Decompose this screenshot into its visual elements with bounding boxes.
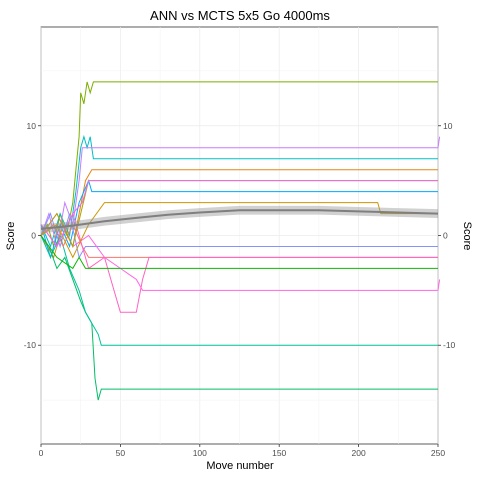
- series-line: [40, 223, 438, 258]
- series-line: [40, 81, 438, 247]
- x-tick-label: 100: [193, 448, 207, 458]
- x-tick-label: 200: [352, 448, 366, 458]
- series-line: [40, 212, 438, 259]
- series-line: [40, 134, 438, 248]
- y-tick-label: 10: [27, 121, 37, 131]
- y-axis-label: Score: [5, 222, 17, 251]
- series-layer: [40, 81, 441, 401]
- series-line: [40, 235, 438, 401]
- x-tick-label: 150: [272, 448, 286, 458]
- y-tick-label: 0: [31, 231, 36, 241]
- smooth-ribbon: [41, 205, 438, 234]
- y-tick-label-right: 0: [443, 231, 448, 241]
- series-line: [40, 234, 438, 346]
- x-tick-label: 250: [431, 448, 445, 458]
- axis-ticks: 0 50 100 150 200 250 -10 -10 0 0 10 10: [24, 121, 456, 458]
- x-tick-label: 0: [39, 448, 44, 458]
- chart-title: ANN vs MCTS 5x5 Go 4000ms: [150, 8, 330, 23]
- series-line: [40, 169, 438, 259]
- x-axis-label: Move number: [206, 460, 274, 472]
- y-tick-label-right: -10: [443, 340, 456, 350]
- y-tick-label: -10: [24, 340, 37, 350]
- y-tick-label-right: 10: [443, 121, 453, 131]
- series-line: [40, 235, 438, 270]
- series-line: [40, 180, 438, 248]
- y-axis-label-right: Score: [461, 222, 473, 251]
- smooth-trend-line: [40, 209, 439, 230]
- x-tick-label: 50: [116, 448, 126, 458]
